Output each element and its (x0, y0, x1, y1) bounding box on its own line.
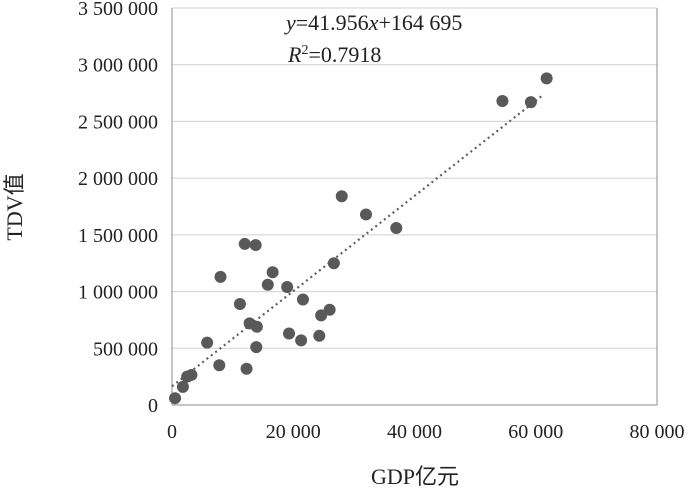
data-point (496, 95, 509, 108)
data-point (360, 208, 372, 221)
data-point (266, 266, 279, 279)
data-point (524, 96, 537, 109)
y-tick-labels: 0 500 000 1 000 000 1 500 000 2 000 000 2 500… (78, 0, 158, 417)
r-exp: 2 (301, 43, 308, 58)
data-point (214, 270, 227, 283)
trend-equation: y=41.956x+164 695 (284, 10, 462, 35)
axes (171, 8, 658, 406)
data-point (185, 368, 198, 381)
y-tick-label: 1 000 000 (78, 282, 158, 304)
y-tick-label: 3 500 000 (78, 0, 158, 20)
data-point (261, 278, 274, 291)
data-point (238, 237, 251, 250)
x-tick-labels: 0 20 000 40 000 60 000 80 000 (167, 421, 685, 443)
data-point (201, 336, 214, 349)
r-squared-label: R2=0.7918 (287, 42, 381, 67)
trendline (171, 95, 543, 388)
data-point (283, 327, 296, 340)
eq-tail: +164 695 (378, 10, 462, 35)
data-point (313, 329, 326, 342)
data-point (323, 303, 336, 316)
data-point (315, 309, 328, 322)
y-tick-label: 2 500 000 (78, 111, 158, 133)
r-var: R (287, 42, 302, 67)
data-point (327, 257, 340, 270)
data-point (335, 190, 348, 203)
data-point (295, 334, 308, 347)
data-point (390, 222, 403, 235)
x-tick-label: 60 000 (508, 421, 563, 443)
eq-mid: =41.956 (296, 10, 369, 35)
eq-x-var: x (368, 10, 379, 35)
y-tick-label: 500 000 (93, 338, 158, 360)
data-point (233, 298, 246, 311)
data-point (250, 320, 263, 333)
data-point (169, 392, 182, 405)
y-tick-label: 1 500 000 (78, 225, 158, 247)
y-tick-label: 3 000 000 (78, 55, 158, 77)
data-point (296, 293, 309, 306)
eq-y-var: y (284, 10, 296, 35)
data-point (540, 72, 553, 85)
x-axis-title: GDP亿元 (371, 464, 459, 489)
y-tick-label: 2 000 000 (78, 168, 158, 190)
trendline-group (171, 95, 543, 388)
x-tick-label: 80 000 (630, 421, 685, 443)
y-tick-label: 0 (148, 395, 158, 417)
data-point (240, 362, 253, 375)
data-points (169, 72, 553, 405)
x-tick-label: 20 000 (266, 421, 321, 443)
data-point (213, 359, 226, 372)
x-tick-label: 40 000 (387, 421, 442, 443)
data-point (250, 341, 263, 354)
data-point (281, 281, 294, 294)
r-value: =0.7918 (308, 42, 381, 67)
y-axis-title: TDV值 (2, 173, 27, 240)
gridlines (172, 7, 657, 349)
x-tick-label: 0 (167, 421, 177, 443)
data-point (176, 380, 189, 393)
data-point (249, 239, 262, 252)
